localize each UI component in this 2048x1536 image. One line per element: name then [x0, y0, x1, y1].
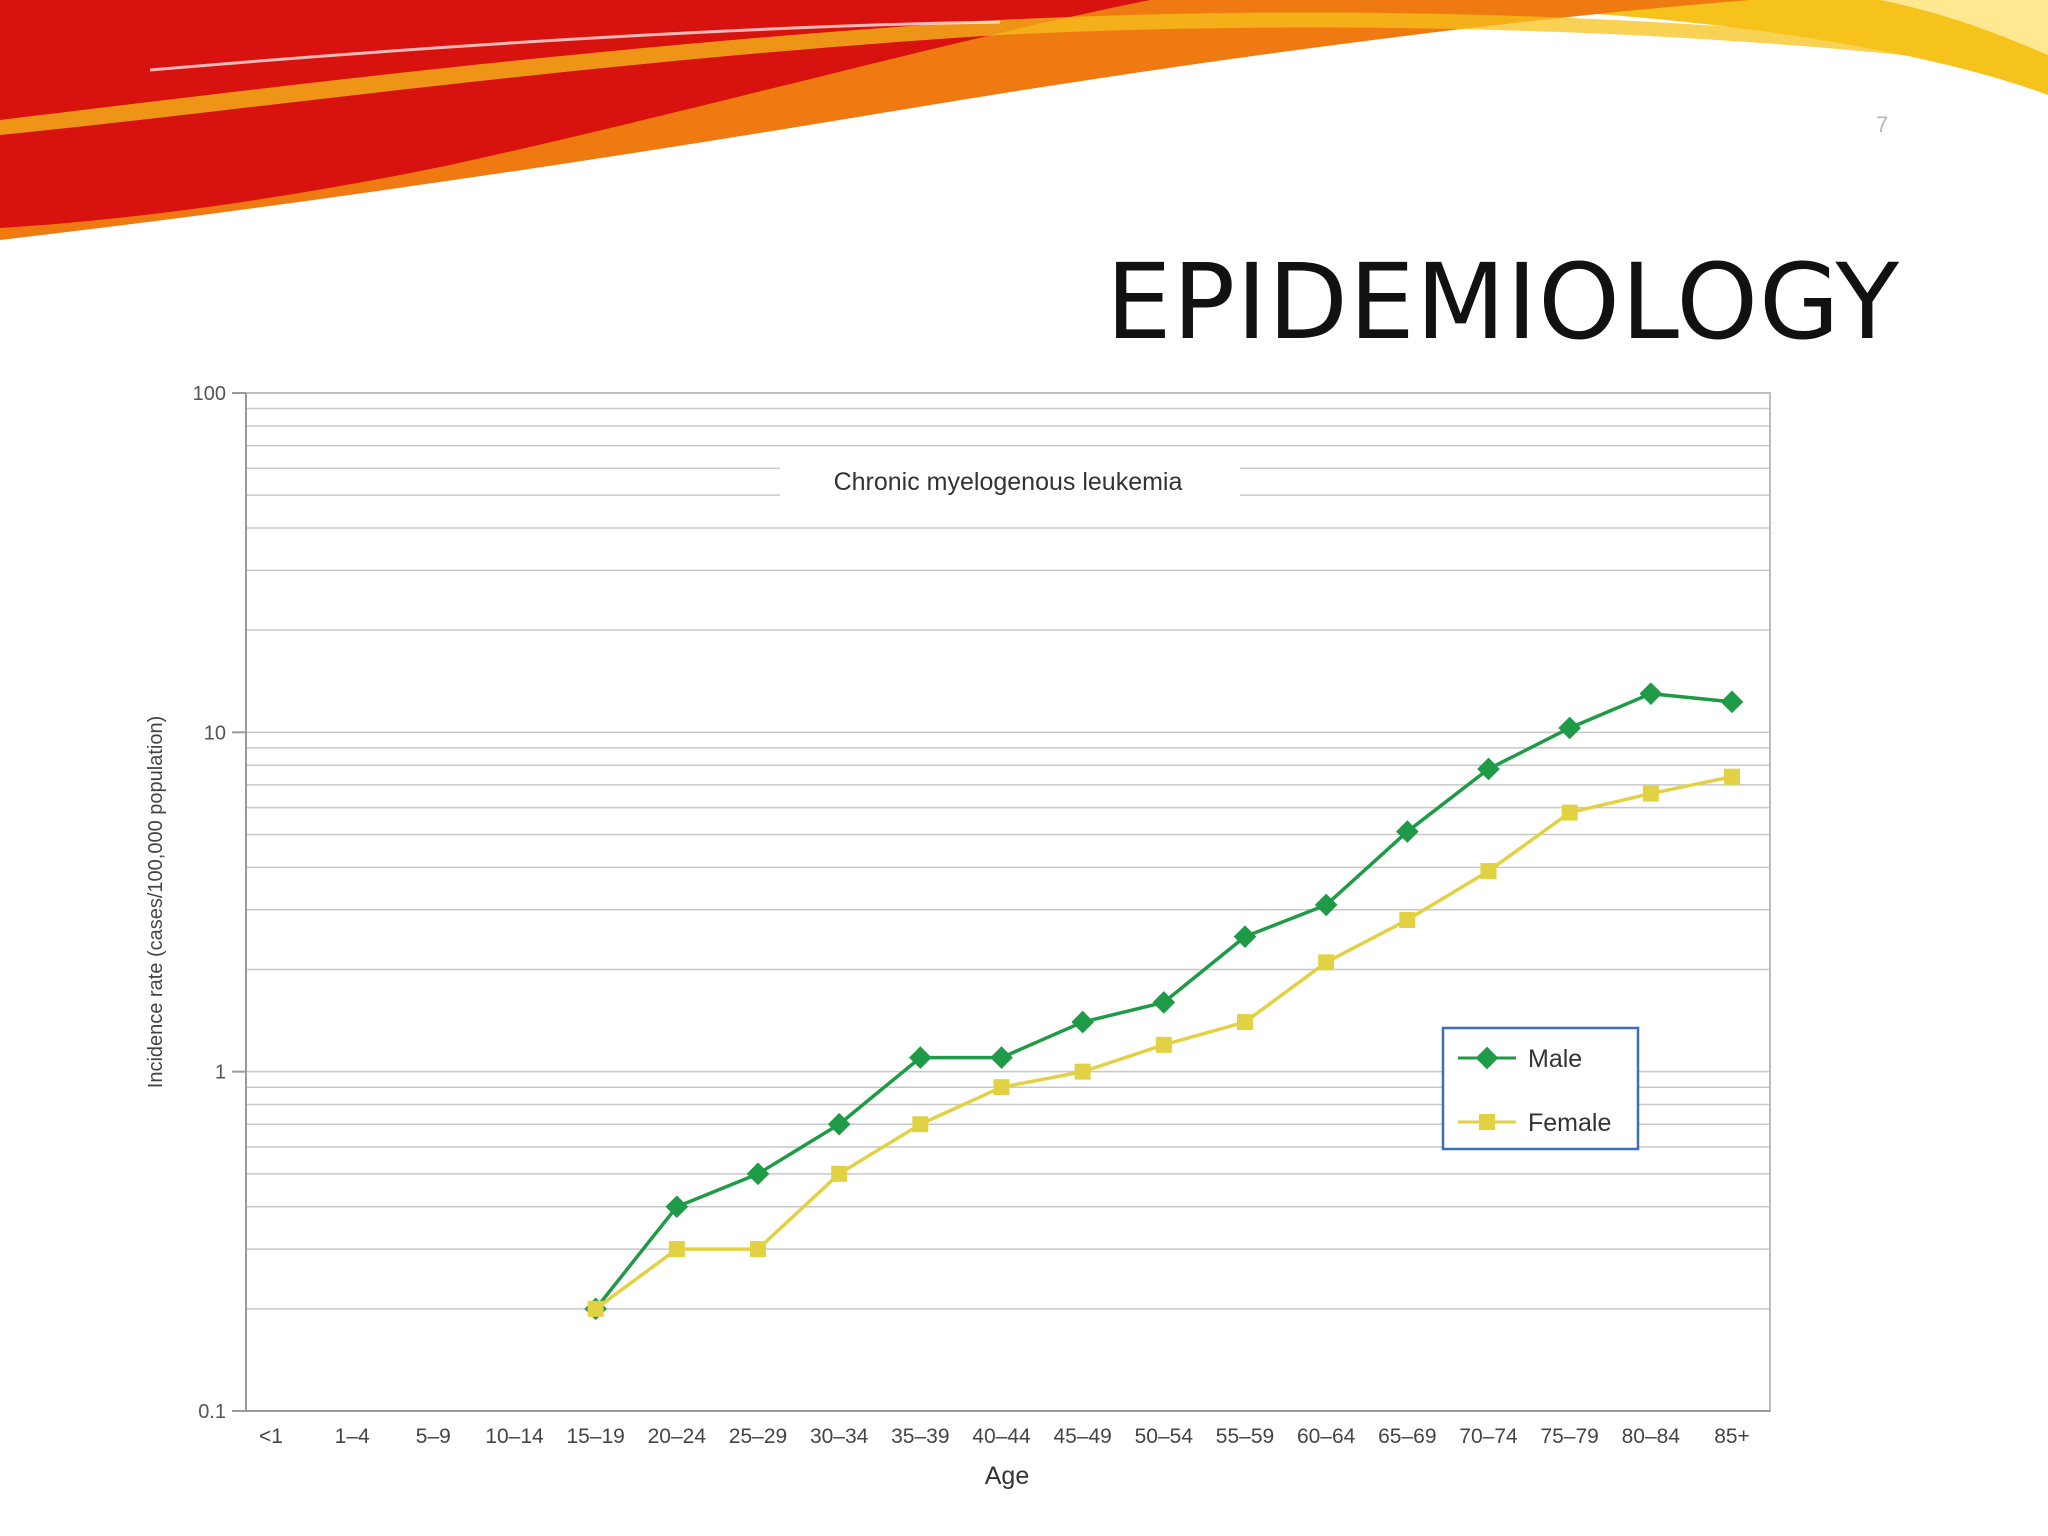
- data-point-female: [1399, 911, 1416, 928]
- y-tick-labels: 0.1 1 10 100: [193, 383, 246, 1423]
- data-point-male: [1071, 1010, 1094, 1034]
- data-point-female: [668, 1241, 685, 1258]
- data-series: [584, 682, 1744, 1321]
- data-point-female: [1074, 1063, 1091, 1080]
- data-point-female: [912, 1116, 929, 1133]
- x-tick-label: 20–24: [648, 1425, 707, 1448]
- legend-box: [1441, 1026, 1640, 1151]
- y-tick-label: 100: [193, 383, 226, 405]
- data-point-male: [1720, 690, 1744, 714]
- data-point-female: [1155, 1036, 1172, 1053]
- data-point-female: [1642, 785, 1659, 802]
- slide-title: EPIDEMIOLOGY: [1105, 241, 1900, 363]
- data-point-male: [1314, 893, 1338, 917]
- y-tick-label: 10: [204, 722, 226, 744]
- data-point-female: [1237, 1014, 1253, 1031]
- x-tick-label: 55–59: [1216, 1425, 1274, 1448]
- x-tick-label: 75–79: [1540, 1425, 1598, 1448]
- x-tick-label: 40–44: [972, 1425, 1031, 1448]
- x-tick-label: 60–64: [1297, 1425, 1356, 1448]
- x-tick-label: 70–74: [1459, 1425, 1518, 1448]
- x-tick-label: 35–39: [891, 1425, 949, 1448]
- x-tick-label: 65–69: [1378, 1425, 1436, 1448]
- data-point-male: [1558, 716, 1581, 740]
- x-tick-label: 45–49: [1053, 1425, 1111, 1448]
- x-axis-label: Age: [985, 1462, 1029, 1490]
- x-tick-label: 15–19: [566, 1425, 624, 1448]
- data-point-male: [990, 1046, 1013, 1069]
- data-point-female: [750, 1241, 766, 1258]
- data-point-female: [1318, 954, 1335, 971]
- x-tick-label: 25–29: [729, 1425, 787, 1448]
- x-tick-label: 10–14: [485, 1425, 544, 1448]
- x-tick-label: 30–34: [810, 1425, 869, 1448]
- x-tick-label: 80–84: [1622, 1425, 1681, 1448]
- x-tick-labels: <1 1–4 5–9 10–14 15–19 20–24 25–29 30–34 35–39 40…: [259, 1425, 1750, 1448]
- data-point-male: [1477, 757, 1500, 781]
- chart-title: Chronic myelogenous leukemia: [834, 468, 1183, 496]
- decorative-swoosh-banner: [0, 0, 2048, 240]
- legend: Male Female: [1441, 1026, 1640, 1151]
- x-tick-label: 5–9: [416, 1425, 451, 1448]
- legend-female-label: Female: [1528, 1109, 1611, 1137]
- data-point-female: [1724, 768, 1740, 785]
- data-point-female: [993, 1079, 1010, 1096]
- x-tick-label: 85+: [1714, 1425, 1750, 1448]
- legend-female-marker: [1479, 1114, 1495, 1130]
- y-axis-label: Incidence rate (cases/100,000 population…: [145, 716, 167, 1088]
- x-tick-label: 1–4: [335, 1425, 370, 1448]
- data-point-male: [1396, 820, 1419, 843]
- slide-number: 7: [1876, 112, 1889, 137]
- chart-title-backing: [780, 460, 1240, 502]
- data-point-female: [1480, 863, 1497, 880]
- data-point-male: [665, 1195, 689, 1219]
- data-point-male: [1152, 991, 1176, 1014]
- data-point-male: [1233, 925, 1257, 948]
- data-point-male: [746, 1162, 770, 1186]
- legend-male-label: Male: [1528, 1045, 1582, 1073]
- grid-lines: [246, 392, 1770, 1310]
- data-point-male: [1639, 682, 1663, 705]
- data-point-female: [1561, 804, 1578, 821]
- data-point-female: [587, 1300, 604, 1317]
- legend-male-marker: [1475, 1046, 1499, 1070]
- data-point-male: [909, 1046, 932, 1069]
- data-point-male: [827, 1112, 851, 1136]
- x-tick-label: <1: [259, 1425, 283, 1448]
- x-tick-label: 50–54: [1135, 1425, 1194, 1448]
- data-point-female: [831, 1165, 848, 1182]
- plot-frame: [245, 392, 1771, 1412]
- y-tick-label: 1: [215, 1062, 226, 1084]
- y-tick-label: 0.1: [198, 1401, 226, 1423]
